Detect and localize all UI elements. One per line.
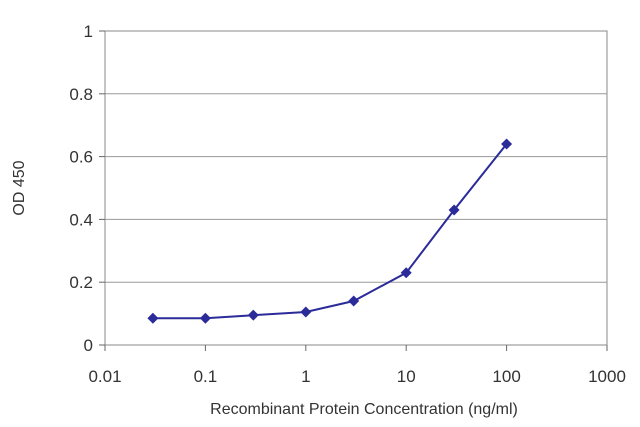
data-point	[501, 138, 513, 150]
data-point	[147, 312, 159, 324]
data-point	[300, 306, 312, 318]
y-tick-label: 0.4	[69, 210, 93, 229]
x-tick-label: 1000	[588, 367, 626, 386]
x-tick-label: 0.1	[194, 367, 218, 386]
x-tick-label: 0.01	[88, 367, 121, 386]
y-axis: 0 0.2 0.4 0.6 0.8 1	[69, 22, 105, 355]
x-tick-label: 100	[492, 367, 520, 386]
x-tick-label: 10	[397, 367, 416, 386]
gridlines	[105, 93, 607, 283]
data-point	[348, 295, 360, 307]
x-axis-title: Recombinant Protein Concentration (ng/ml…	[210, 401, 518, 418]
y-tick-label: 0.8	[69, 85, 93, 104]
series-layer	[147, 138, 513, 324]
y-tick-label: 0.2	[69, 273, 93, 292]
y-axis-title: OD 450	[11, 160, 28, 215]
data-point	[400, 267, 412, 279]
x-axis: 0.01 0.1 1 10 100 1000	[88, 345, 626, 386]
series-line	[152, 143, 508, 320]
y-tick-label: 0.6	[69, 148, 93, 167]
x-tick-label: 1	[301, 367, 310, 386]
plot-area	[104, 30, 608, 346]
y-tick-label: 0	[84, 336, 93, 355]
y-tick-label: 1	[84, 22, 93, 41]
data-point	[199, 312, 211, 324]
data-point	[448, 204, 460, 216]
data-point	[247, 309, 259, 321]
